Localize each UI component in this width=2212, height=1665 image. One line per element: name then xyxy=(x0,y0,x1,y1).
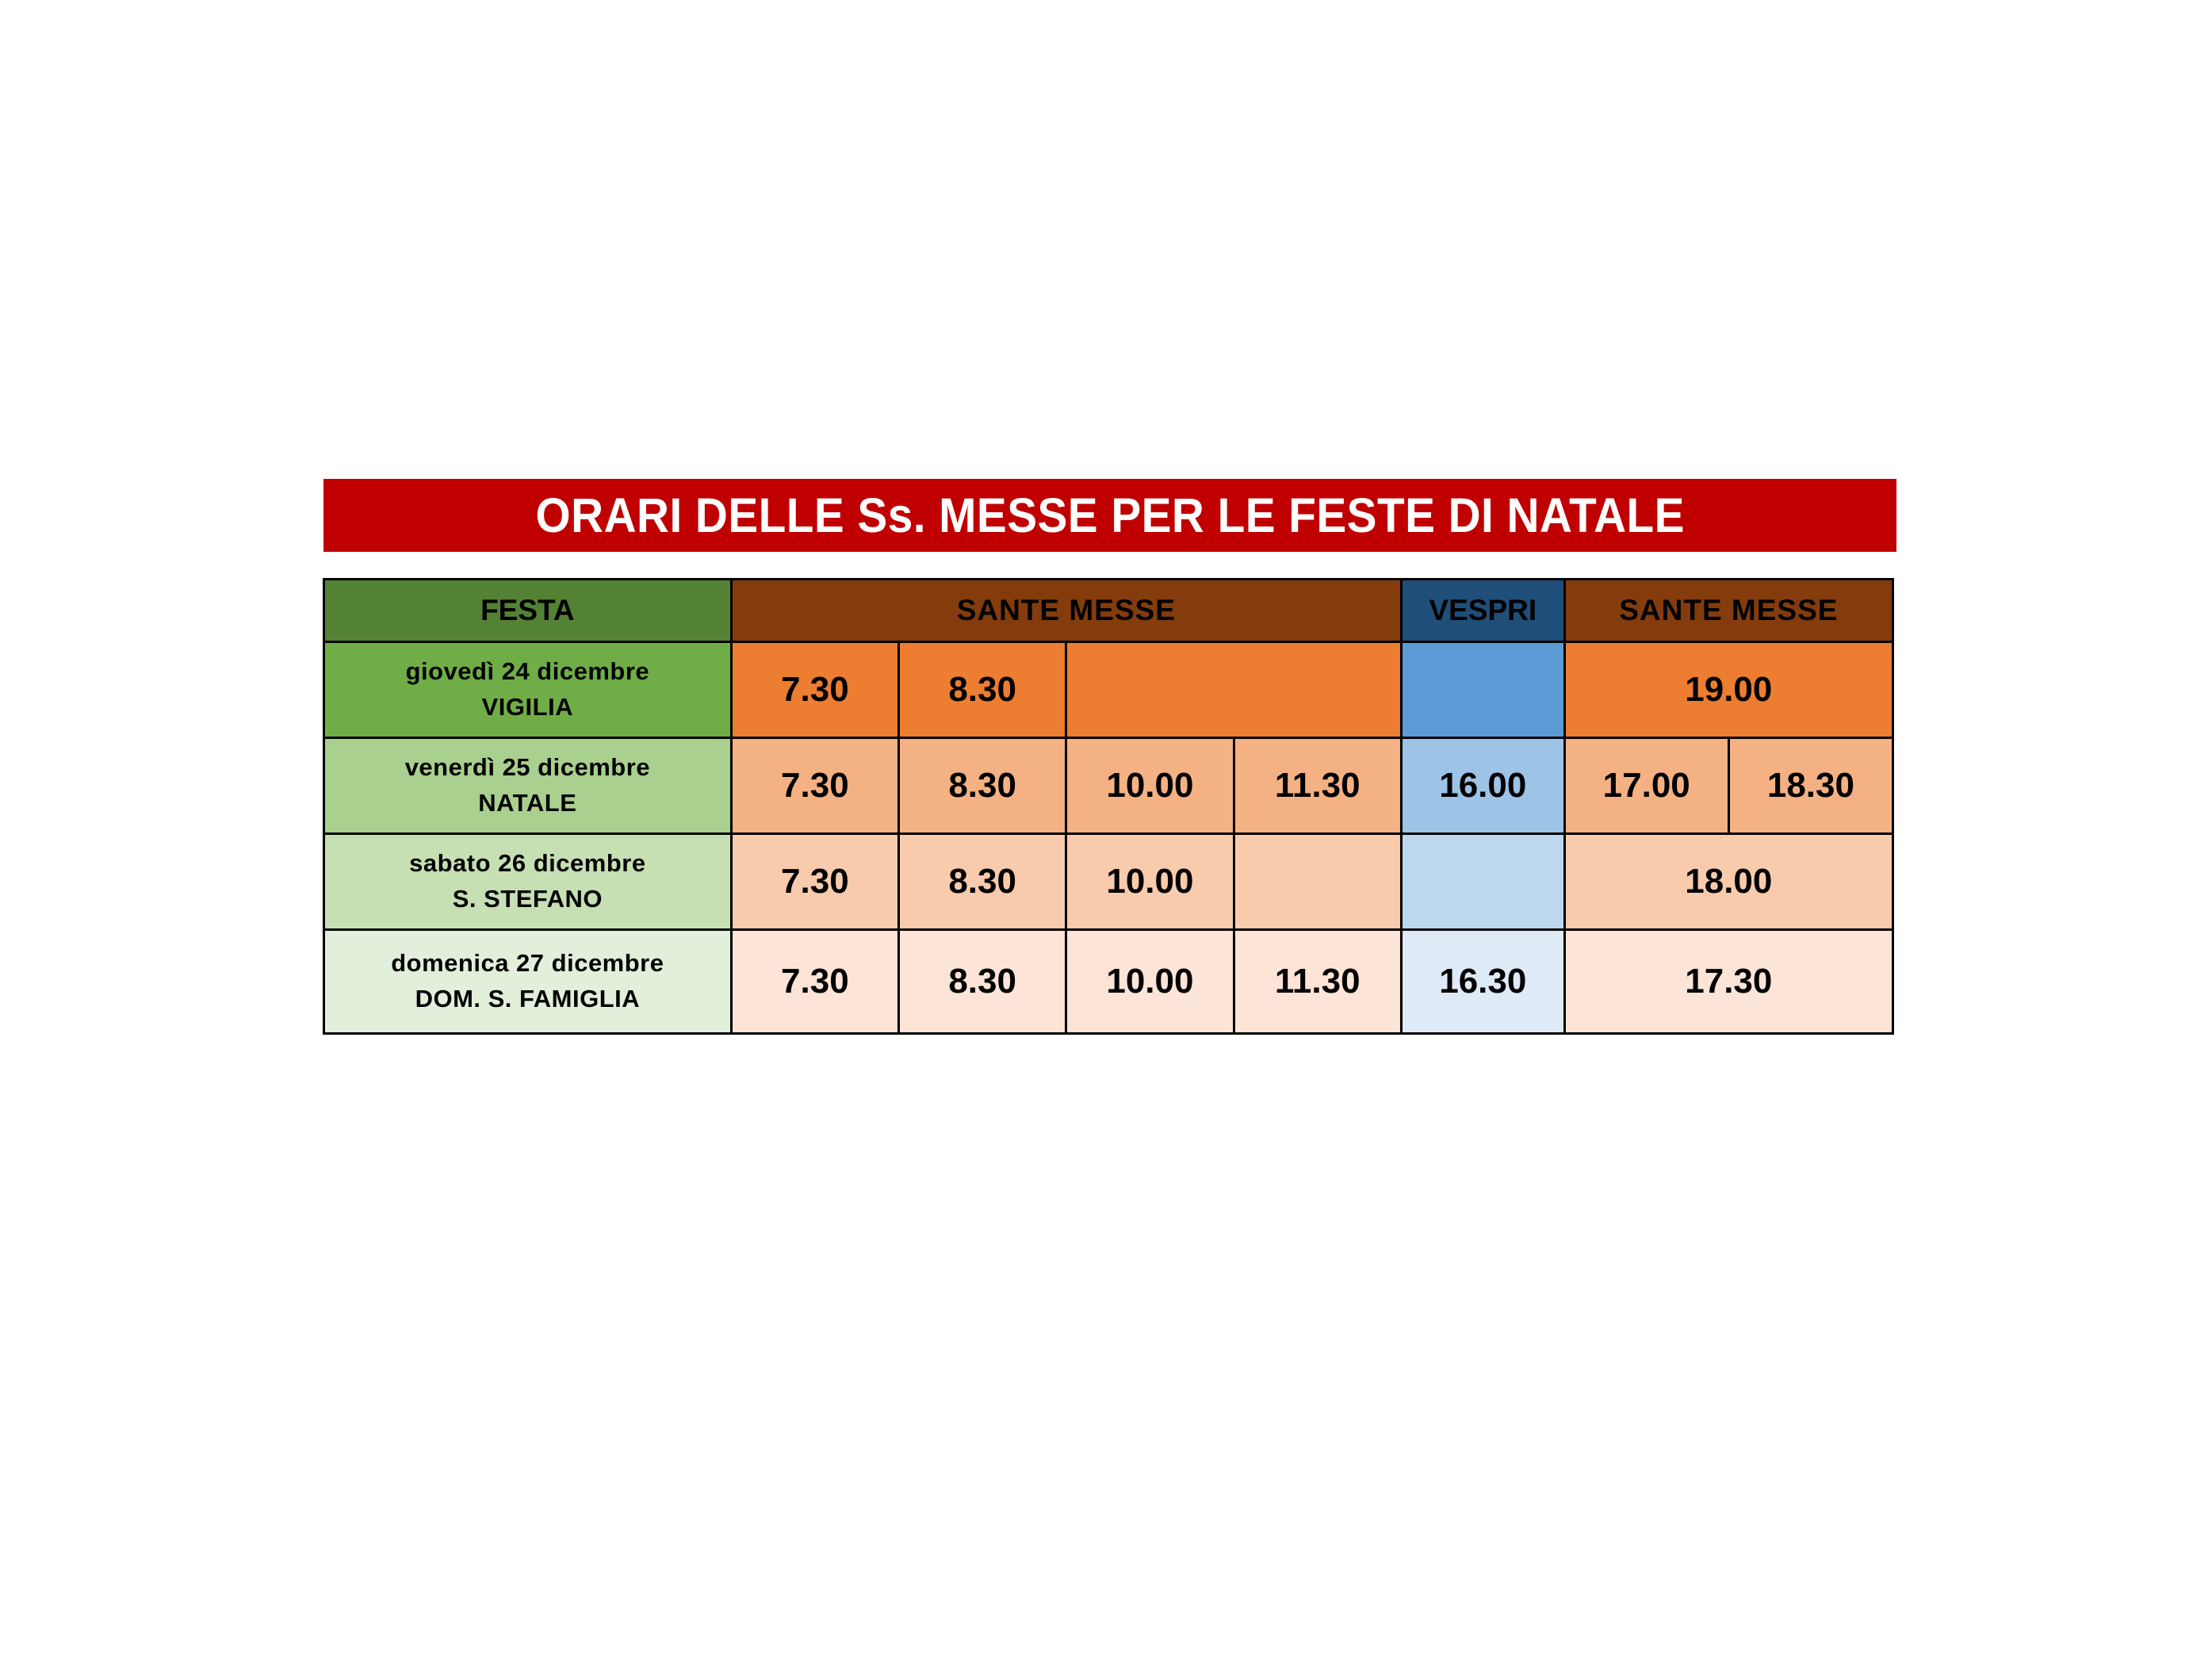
evening-mass-time-cell: 17.30 xyxy=(1563,928,1895,1035)
festa-date: domenica 27 dicembre xyxy=(391,949,664,978)
mass-time-cell: 11.30 xyxy=(1232,737,1403,835)
evening-mass-time-cell: 19.00 xyxy=(1563,641,1895,739)
vespri-time-cell xyxy=(1399,832,1566,931)
mass-time-cell: 10.00 xyxy=(1065,832,1235,931)
festa-cell: domenica 27 dicembre DOM. S. FAMIGLIA xyxy=(323,928,733,1035)
festa-name: VIGILIA xyxy=(481,693,574,721)
mass-time-cell: 7.30 xyxy=(729,737,901,835)
mass-time-cell: 7.30 xyxy=(729,641,901,739)
table-row: giovedì 24 dicembre VIGILIA 7.30 8.30 19… xyxy=(323,641,1895,739)
mass-time-cell: 10.00 xyxy=(1065,928,1235,1035)
mass-time-cell-empty xyxy=(1232,832,1403,931)
vespri-time-cell xyxy=(1399,641,1566,739)
header-sante-messe-evening: SANTE MESSE xyxy=(1563,578,1895,643)
mass-time-cell: 7.30 xyxy=(729,832,901,931)
table-row: venerdì 25 dicembre NATALE 7.30 8.30 10.… xyxy=(323,737,1895,835)
mass-schedule-table: FESTA SANTE MESSE VESPRI SANTE MESSE gio… xyxy=(323,578,1895,1035)
evening-mass-time-cell: 18.00 xyxy=(1563,832,1895,931)
vespri-time-cell: 16.30 xyxy=(1399,928,1566,1035)
festa-cell: venerdì 25 dicembre NATALE xyxy=(323,737,733,835)
header-sante-messe-morning: SANTE MESSE xyxy=(729,578,1403,643)
table-row: sabato 26 dicembre S. STEFANO 7.30 8.30 … xyxy=(323,832,1895,931)
festa-name: NATALE xyxy=(478,789,577,817)
mass-time-cell: 8.30 xyxy=(897,641,1068,739)
page-title: ORARI DELLE Ss. MESSE PER LE FESTE DI NA… xyxy=(535,488,1685,542)
mass-time-cell: 8.30 xyxy=(897,928,1068,1035)
header-vespri: VESPRI xyxy=(1399,578,1566,643)
festa-cell: sabato 26 dicembre S. STEFANO xyxy=(323,832,733,931)
table-header-row: FESTA SANTE MESSE VESPRI SANTE MESSE xyxy=(323,578,1895,643)
mass-time-cell: 7.30 xyxy=(729,928,901,1035)
festa-date: sabato 26 dicembre xyxy=(409,849,646,878)
festa-cell: giovedì 24 dicembre VIGILIA xyxy=(323,641,733,739)
table-row: domenica 27 dicembre DOM. S. FAMIGLIA 7.… xyxy=(323,928,1895,1035)
evening-mass-time-cell: 17.00 xyxy=(1563,737,1730,835)
festa-name: DOM. S. FAMIGLIA xyxy=(415,985,641,1012)
mass-time-cell: 8.30 xyxy=(897,737,1068,835)
festa-date: giovedì 24 dicembre xyxy=(405,657,650,686)
mass-time-cell: 11.30 xyxy=(1232,928,1403,1035)
festa-date: venerdì 25 dicembre xyxy=(404,753,651,782)
mass-time-cell: 10.00 xyxy=(1065,737,1235,835)
header-festa: FESTA xyxy=(323,578,733,643)
title-banner: ORARI DELLE Ss. MESSE PER LE FESTE DI NA… xyxy=(323,479,1896,552)
vespri-time-cell: 16.00 xyxy=(1399,737,1566,835)
festa-name: S. STEFANO xyxy=(452,885,603,913)
evening-mass-time-cell: 18.30 xyxy=(1727,737,1895,835)
mass-time-cell-empty xyxy=(1065,641,1403,739)
mass-time-cell: 8.30 xyxy=(897,832,1068,931)
